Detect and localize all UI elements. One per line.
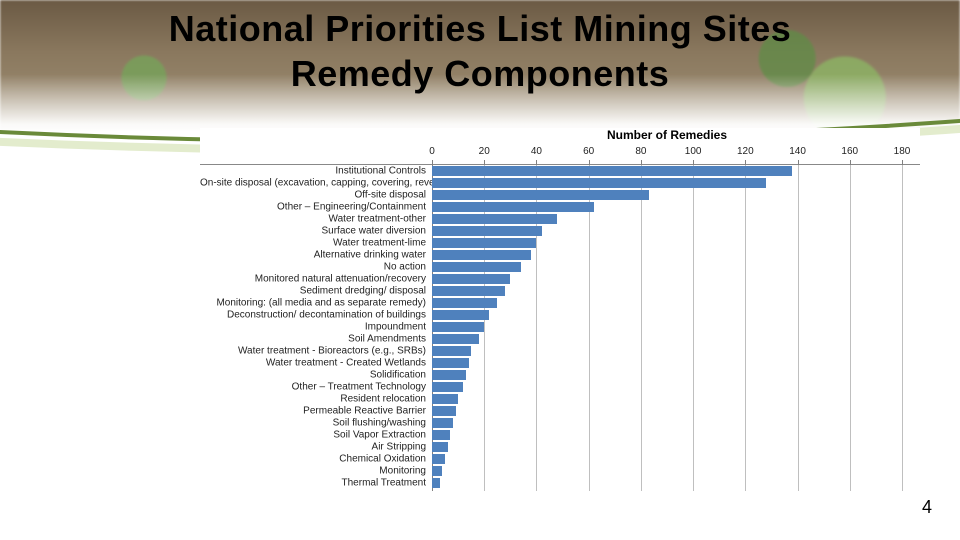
bar (432, 370, 466, 380)
category-label: Other – Treatment Technology (200, 382, 432, 393)
tick-label: 180 (894, 146, 911, 157)
x-axis: 0 20 40 60 80 100 120 140 160 180 (200, 146, 920, 164)
category-label: Permeable Reactive Barrier (200, 406, 432, 417)
title-line-1: National Priorities List Mining Sites (169, 8, 792, 49)
bar (432, 418, 453, 428)
bar (432, 226, 542, 236)
bar (432, 262, 521, 272)
chart-row: Permeable Reactive Barrier (200, 405, 920, 417)
chart-row: Surface water diversion (200, 225, 920, 237)
category-label: Surface water diversion (200, 226, 432, 237)
chart-axis-title: Number of Remedies (432, 128, 902, 142)
category-label: Water treatment - Created Wetlands (200, 358, 432, 369)
chart-row: Monitoring (200, 465, 920, 477)
chart-row: Alternative drinking water (200, 249, 920, 261)
bar (432, 478, 440, 488)
bar (432, 382, 463, 392)
chart-row: Solidification (200, 369, 920, 381)
category-label: Sediment dredging/ disposal (200, 286, 432, 297)
chart-row: Other – Engineering/Containment (200, 201, 920, 213)
bar (432, 454, 445, 464)
bar (432, 298, 497, 308)
category-label: Off-site disposal (200, 190, 432, 201)
chart-row: Water treatment-other (200, 213, 920, 225)
chart-row: Impoundment (200, 321, 920, 333)
bar (432, 322, 484, 332)
slide-title: National Priorities List Mining Sites Re… (0, 6, 960, 96)
bar (432, 310, 489, 320)
category-label: Resident relocation (200, 394, 432, 405)
remedies-chart: Number of Remedies 0 20 40 60 80 100 120 140 160… (200, 128, 920, 513)
category-label: Monitored natural attenuation/recovery (200, 274, 432, 285)
tick-label: 120 (737, 146, 754, 157)
category-label: Soil flushing/washing (200, 418, 432, 429)
chart-row: Water treatment-lime (200, 237, 920, 249)
chart-row: Institutional Controls (200, 165, 920, 177)
chart-row: Soil Vapor Extraction (200, 429, 920, 441)
bar (432, 202, 594, 212)
bar (432, 430, 450, 440)
tick-label: 40 (531, 146, 542, 157)
chart-row: Water treatment - Created Wetlands (200, 357, 920, 369)
category-label: Water treatment - Bioreactors (e.g., SRB… (200, 346, 432, 357)
chart-row: Resident relocation (200, 393, 920, 405)
category-label: On-site disposal (excavation, capping, c… (200, 178, 432, 189)
chart-row: Monitored natural attenuation/recovery (200, 273, 920, 285)
bar (432, 286, 505, 296)
bar (432, 346, 471, 356)
chart-row: Off-site disposal (200, 189, 920, 201)
category-label: Soil Vapor Extraction (200, 430, 432, 441)
chart-row: Other – Treatment Technology (200, 381, 920, 393)
tick-label: 0 (429, 146, 435, 157)
bar (432, 406, 456, 416)
bar (432, 166, 792, 176)
category-label: Water treatment-other (200, 214, 432, 225)
bar (432, 334, 479, 344)
category-label: Soil Amendments (200, 334, 432, 345)
chart-row: Soil Amendments (200, 333, 920, 345)
category-label: Monitoring (200, 466, 432, 477)
category-label: Monitoring: (all media and as separate r… (200, 298, 432, 309)
chart-row: Air Stripping (200, 441, 920, 453)
bar (432, 274, 510, 284)
bar (432, 394, 458, 404)
bar (432, 238, 536, 248)
plot-area: Institutional ControlsOn-site disposal (… (200, 164, 920, 491)
tick-label: 20 (479, 146, 490, 157)
tick-label: 160 (841, 146, 858, 157)
chart-row: Deconstruction/ decontamination of build… (200, 309, 920, 321)
category-label: Deconstruction/ decontamination of build… (200, 310, 432, 321)
category-label: Solidification (200, 370, 432, 381)
category-label: Chemical Oxidation (200, 454, 432, 465)
bar (432, 178, 766, 188)
bar (432, 250, 531, 260)
category-label: Institutional Controls (200, 166, 432, 177)
bar (432, 466, 442, 476)
category-label: Water treatment-lime (200, 238, 432, 249)
bar (432, 214, 557, 224)
tick-label: 140 (789, 146, 806, 157)
tick-label: 100 (685, 146, 702, 157)
category-label: Thermal Treatment (200, 478, 432, 489)
category-label: No action (200, 262, 432, 273)
chart-row: On-site disposal (excavation, capping, c… (200, 177, 920, 189)
bar (432, 358, 469, 368)
tick-label: 80 (635, 146, 646, 157)
bar (432, 190, 649, 200)
category-label: Other – Engineering/Containment (200, 202, 432, 213)
category-label: Impoundment (200, 322, 432, 333)
chart-row: Monitoring: (all media and as separate r… (200, 297, 920, 309)
category-label: Alternative drinking water (200, 250, 432, 261)
tick-label: 60 (583, 146, 594, 157)
bar (432, 442, 448, 452)
chart-row: Sediment dredging/ disposal (200, 285, 920, 297)
chart-row: Soil flushing/washing (200, 417, 920, 429)
chart-row: Thermal Treatment (200, 477, 920, 489)
page-number: 4 (922, 497, 932, 518)
chart-row: Water treatment - Bioreactors (e.g., SRB… (200, 345, 920, 357)
category-label: Air Stripping (200, 442, 432, 453)
chart-row: No action (200, 261, 920, 273)
title-line-2: Remedy Components (291, 53, 670, 94)
chart-row: Chemical Oxidation (200, 453, 920, 465)
